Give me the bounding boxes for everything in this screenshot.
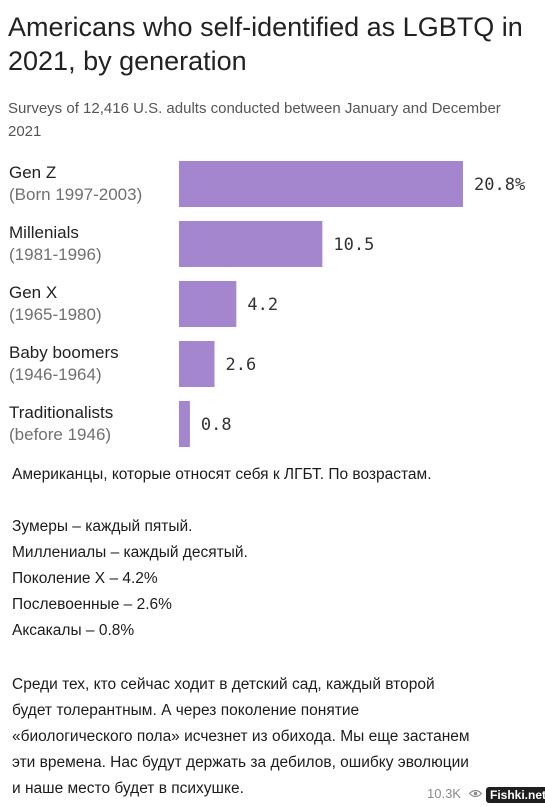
category-sublabel: (1965-1980) <box>9 305 102 324</box>
message-text: Американцы, которые относят себя к ЛГБТ.… <box>0 452 545 807</box>
data-label: 20.8% <box>474 175 525 195</box>
data-label: 4.2 <box>247 295 278 315</box>
message-line: эти времена. Нас будут держать за дебило… <box>12 754 469 771</box>
message-line: и наше место будет в психушке. <box>12 780 244 797</box>
bar <box>179 161 463 207</box>
message-line: Послевоенные – 2.6% <box>12 596 172 613</box>
message-line: Аксакалы – 0.8% <box>12 622 135 639</box>
category-sublabel: (before 1946) <box>9 425 111 444</box>
watermark: Fishki.net <box>486 787 545 803</box>
message-line: Американцы, которые относят себя к ЛГБТ.… <box>12 466 432 483</box>
chart-subtitle: Surveys of 12,416 U.S. adults conducted … <box>8 100 501 140</box>
category-label: Gen X <box>9 283 57 302</box>
bar <box>179 401 190 447</box>
chart-card: Americans who self-identified as LGBTQ i… <box>8 12 526 447</box>
data-label: 10.5 <box>333 235 374 255</box>
category-label: Millenials <box>9 223 79 242</box>
data-label: 0.8 <box>201 415 232 435</box>
category-label: Traditionalists <box>9 403 113 422</box>
message-line: Поколение Х – 4.2% <box>12 570 158 587</box>
message-line: будет толерантным. А через поколение пон… <box>12 702 360 719</box>
category-sublabel: (Born 1997-2003) <box>9 185 142 204</box>
message-line: Зумеры – каждый пятый. <box>12 518 193 535</box>
category-sublabel: (1946-1964) <box>9 365 102 384</box>
bar <box>179 221 323 267</box>
views-count: 10.3K <box>427 786 461 801</box>
bar <box>179 341 215 387</box>
bar <box>179 281 237 327</box>
message-line: «биологического пола» исчезнет из обиход… <box>12 728 470 745</box>
message-line: Миллениалы – каждый десятый. <box>12 544 248 561</box>
category-sublabel: (1981-1996) <box>9 245 102 264</box>
data-label: 2.6 <box>226 355 257 375</box>
eye-icon <box>469 789 482 798</box>
chart-title: Americans who self-identified as LGBTQ i… <box>8 12 523 76</box>
bar-chart: Gen Z (Born 1997-2003) 20.8% Millenials (198… <box>9 161 525 447</box>
message-line: Среди тех, кто сейчас ходит в детский са… <box>12 676 435 693</box>
category-label: Baby boomers <box>9 343 119 362</box>
category-label: Gen Z <box>9 163 56 182</box>
